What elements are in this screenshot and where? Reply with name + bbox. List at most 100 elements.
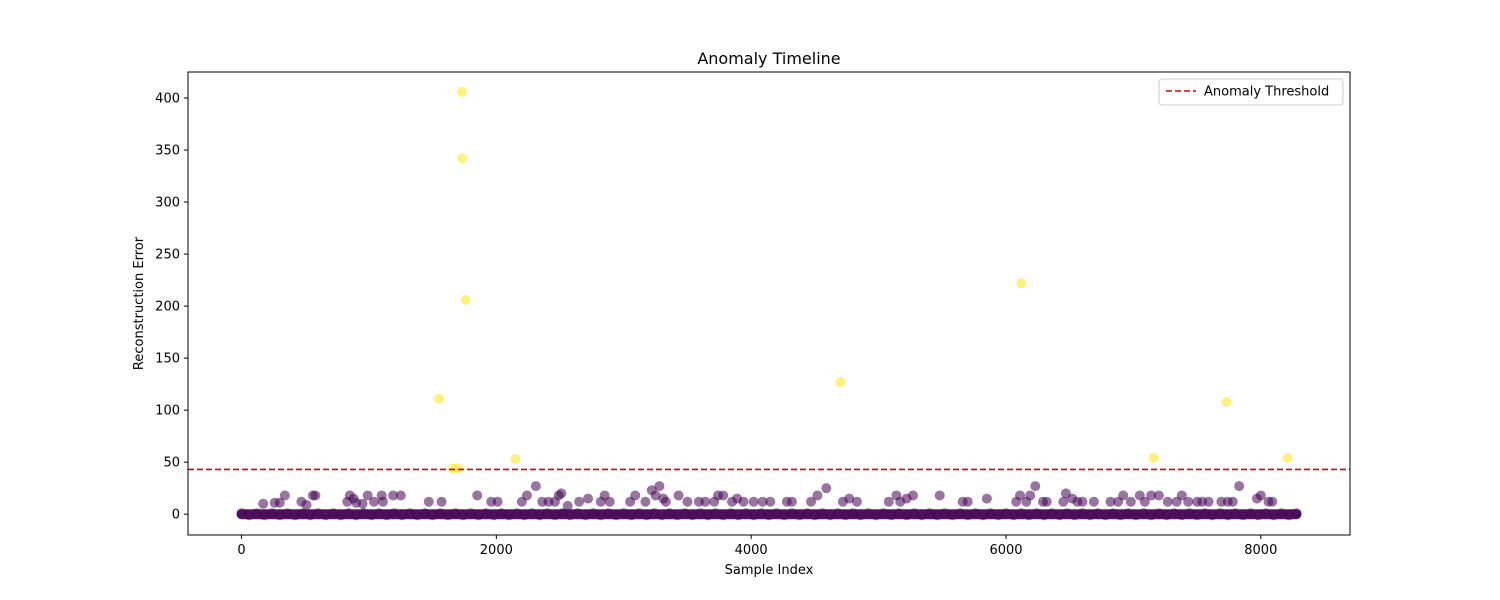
- normal-point: [883, 496, 894, 507]
- normal-point: [1234, 481, 1245, 492]
- normal-point: [794, 510, 805, 521]
- normal-point: [274, 497, 285, 508]
- normal-point: [955, 508, 966, 519]
- anomaly-point: [1282, 453, 1293, 464]
- normal-point: [1077, 508, 1088, 519]
- anomaly-point: [510, 454, 521, 465]
- normal-point: [481, 508, 492, 519]
- normal-point: [1230, 508, 1241, 519]
- y-tick-label: 400: [155, 92, 180, 107]
- normal-point: [1123, 508, 1134, 519]
- normal-point: [844, 493, 855, 504]
- y-tick-label: 150: [155, 352, 180, 367]
- normal-point: [1077, 496, 1088, 507]
- normal-point: [542, 508, 553, 519]
- normal-point: [381, 510, 392, 521]
- x-tick-label: 0: [237, 543, 245, 558]
- normal-point: [511, 508, 522, 519]
- normal-point: [472, 490, 483, 501]
- normal-point: [962, 496, 973, 507]
- normal-point: [695, 508, 706, 519]
- normal-point: [764, 510, 774, 521]
- normal-point: [1176, 510, 1187, 521]
- points-layer: [236, 86, 1302, 521]
- normal-point: [1088, 496, 1099, 507]
- normal-point: [802, 508, 813, 519]
- normal-point: [279, 490, 290, 501]
- normal-point: [779, 510, 790, 521]
- normal-point: [1025, 490, 1036, 501]
- normal-point: [519, 510, 530, 521]
- normal-point: [1169, 508, 1180, 519]
- normal-point: [650, 490, 661, 501]
- normal-point: [1203, 496, 1214, 507]
- normal-point: [1000, 508, 1011, 519]
- anomaly-point: [453, 463, 464, 474]
- normal-point: [335, 510, 346, 521]
- normal-point: [1153, 508, 1164, 519]
- y-tick-label: 100: [155, 404, 180, 419]
- normal-point: [748, 510, 759, 521]
- normal-point: [1054, 510, 1065, 521]
- normal-point: [534, 510, 545, 521]
- normal-point: [504, 510, 515, 521]
- normal-point: [626, 510, 637, 521]
- normal-point: [244, 510, 255, 521]
- normal-point: [301, 499, 312, 510]
- normal-point: [1139, 496, 1150, 507]
- normal-point: [756, 508, 767, 519]
- normal-point: [656, 510, 667, 521]
- normal-point: [886, 510, 897, 521]
- normal-point: [527, 508, 538, 519]
- normal-point: [1041, 496, 1052, 507]
- normal-point: [236, 508, 247, 519]
- normal-point: [1138, 508, 1149, 519]
- normal-point: [488, 510, 499, 521]
- normal-point: [821, 483, 832, 494]
- normal-point: [611, 510, 622, 521]
- normal-point: [863, 508, 874, 519]
- normal-point: [328, 508, 339, 519]
- normal-point: [757, 496, 768, 507]
- normal-point: [362, 490, 373, 501]
- normal-point: [1100, 510, 1111, 521]
- normal-point: [641, 510, 652, 521]
- y-tick-label: 250: [155, 248, 180, 263]
- normal-point: [909, 508, 920, 519]
- normal-point: [1092, 508, 1103, 519]
- normal-point: [603, 508, 614, 519]
- normal-point: [442, 510, 453, 521]
- normal-point: [604, 496, 615, 507]
- normal-point: [310, 490, 321, 501]
- normal-point: [572, 508, 583, 519]
- normal-point: [1031, 508, 1042, 519]
- normal-point: [1268, 510, 1279, 521]
- normal-point: [878, 508, 889, 519]
- normal-point: [1222, 510, 1233, 521]
- y-tick-label: 350: [155, 144, 180, 159]
- normal-point: [672, 510, 683, 521]
- normal-point: [840, 510, 851, 521]
- normal-point: [320, 510, 331, 521]
- normal-point: [574, 496, 585, 507]
- chart-title: Anomaly Timeline: [697, 49, 840, 68]
- normal-point: [649, 508, 660, 519]
- normal-point: [725, 508, 736, 519]
- normal-point: [435, 508, 446, 519]
- normal-point: [388, 490, 399, 501]
- normal-point: [251, 508, 262, 519]
- x-axis-ticks: 0 2000 4000 6000 8000: [237, 535, 1277, 558]
- normal-point: [654, 481, 665, 492]
- normal-point: [305, 510, 316, 521]
- normal-point: [687, 510, 698, 521]
- normal-point: [583, 493, 594, 504]
- normal-point: [934, 490, 945, 501]
- normal-point: [267, 508, 278, 519]
- normal-point: [939, 508, 950, 519]
- normal-point: [1207, 510, 1218, 521]
- normal-point: [825, 510, 836, 521]
- normal-point: [465, 508, 476, 519]
- normal-point: [343, 508, 354, 519]
- normal-point: [565, 510, 576, 521]
